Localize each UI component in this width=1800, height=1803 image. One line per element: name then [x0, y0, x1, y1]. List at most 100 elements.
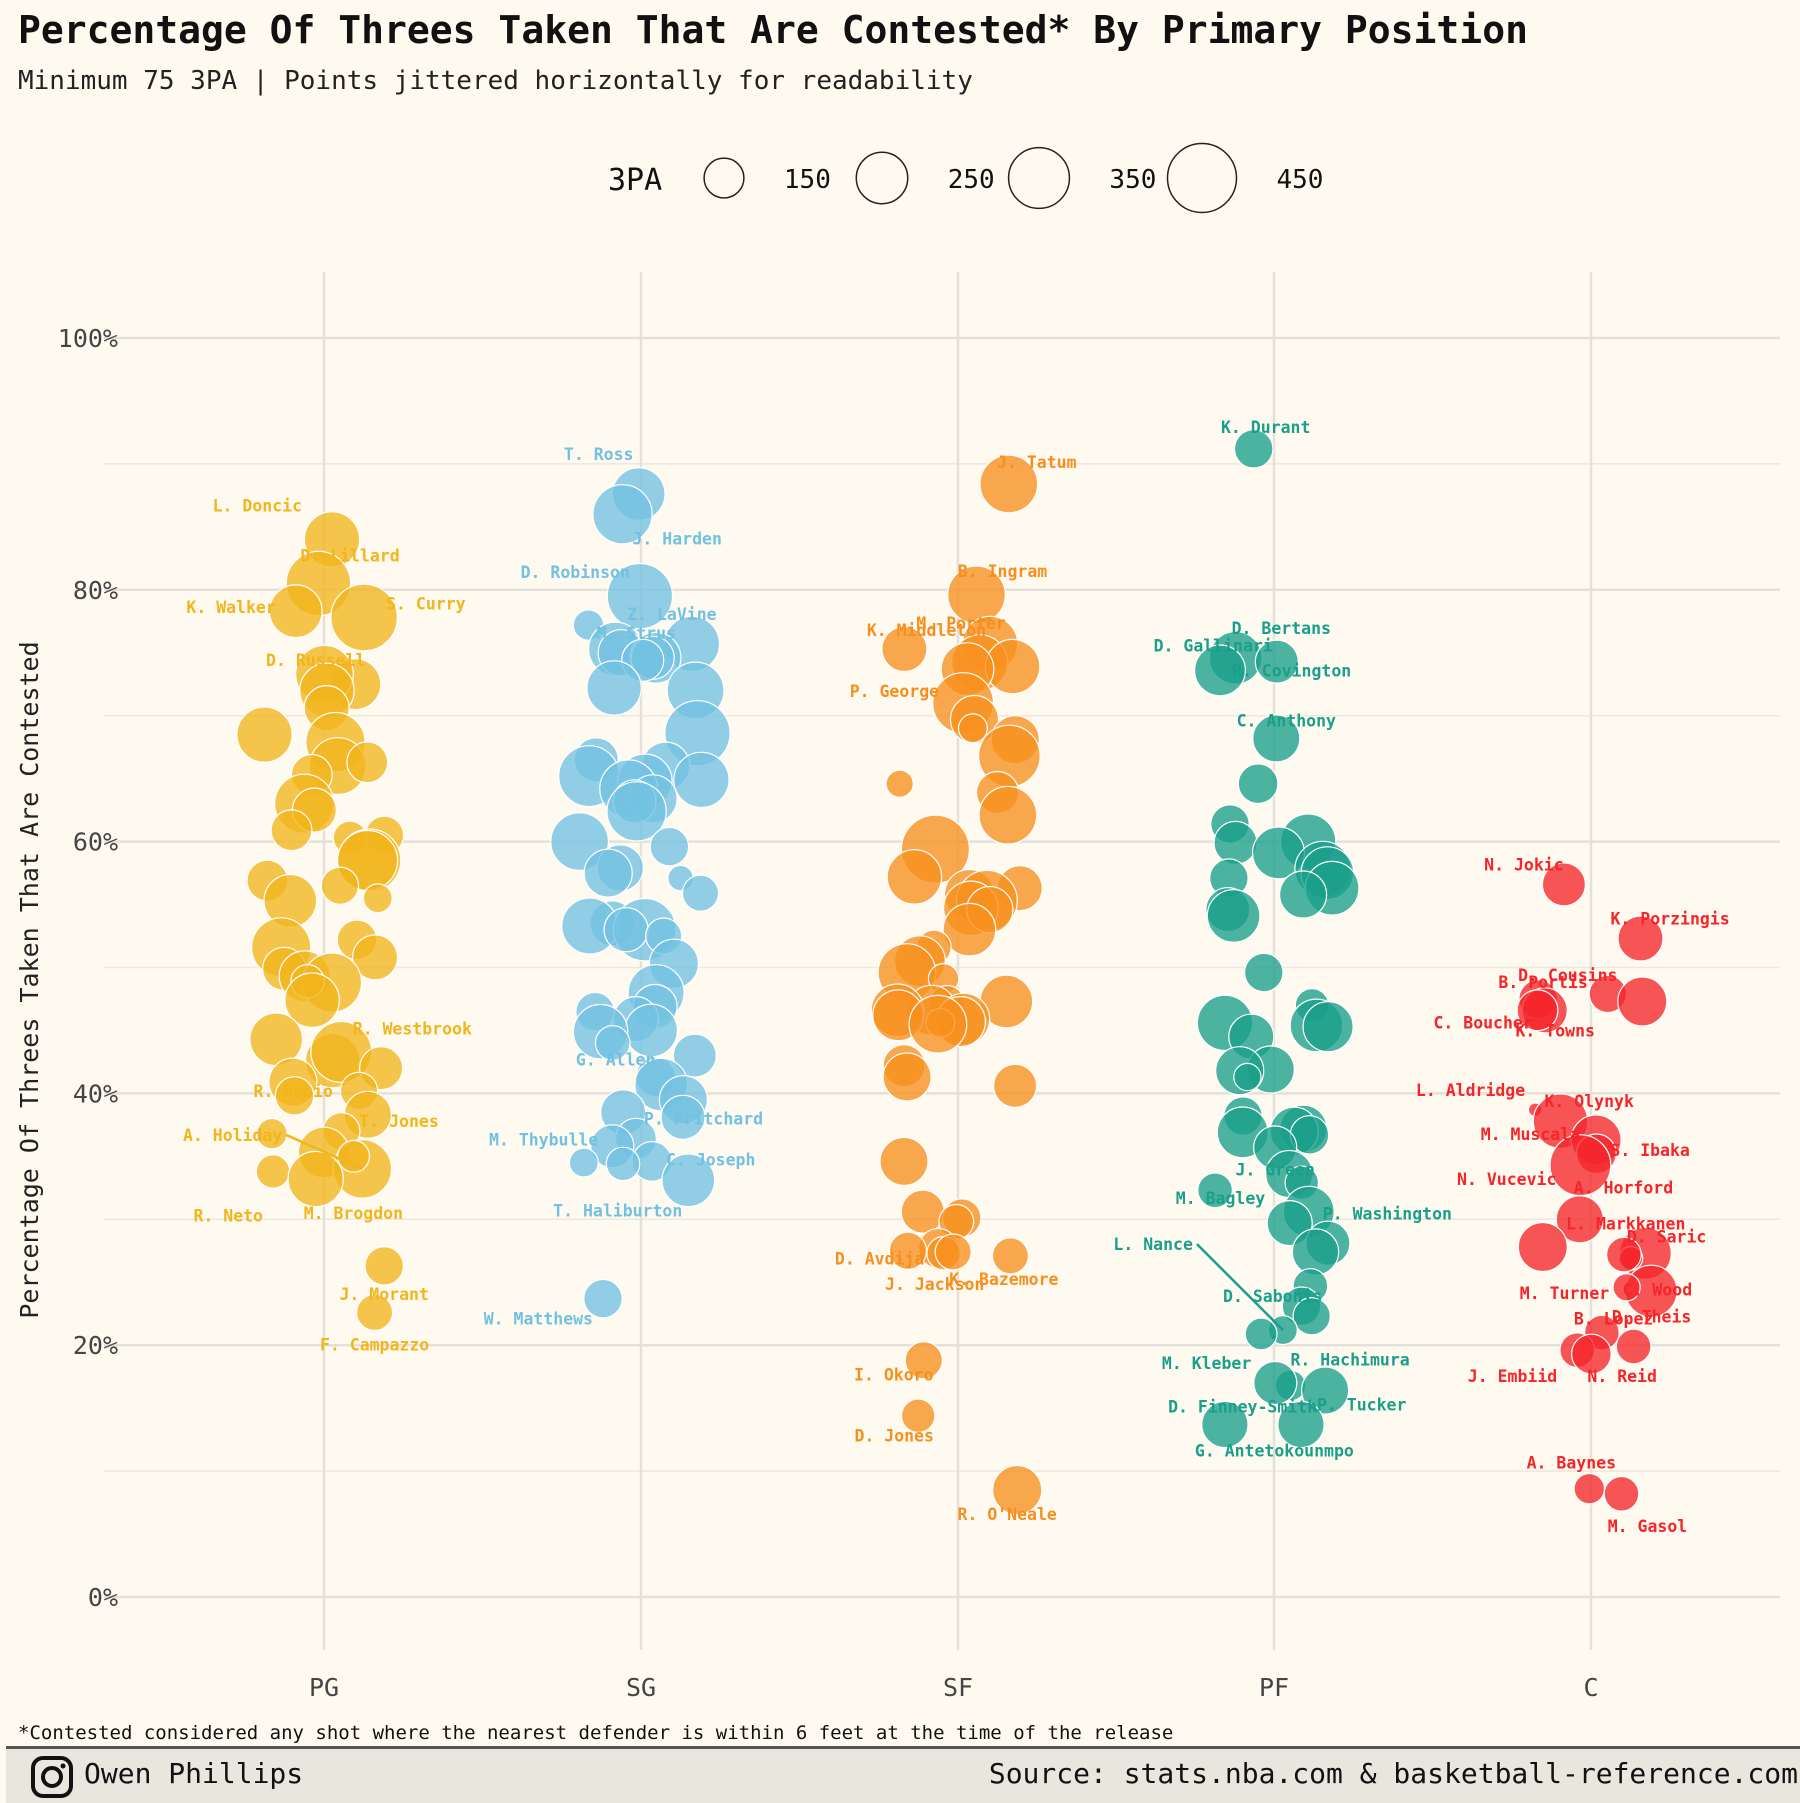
- player-point: [362, 883, 393, 914]
- player-label: A. Holiday: [183, 1126, 282, 1145]
- player-point: [879, 1136, 929, 1187]
- player-point: [270, 809, 313, 852]
- player-label: P. Tucker: [1317, 1396, 1406, 1415]
- player-label: C. Boucher: [1433, 1013, 1532, 1032]
- player-point: [1252, 714, 1301, 763]
- player-point: [942, 902, 997, 957]
- player-point: [346, 741, 389, 784]
- player-point: [881, 625, 928, 673]
- point-labels: L. Doncic D. Lillard K. Walker S. Curry D. R…: [183, 418, 1730, 1536]
- player-label: D. Finney-Smith: [1168, 1398, 1317, 1417]
- player-label: R. Westbrook: [353, 1020, 472, 1039]
- player-point: [356, 1293, 394, 1332]
- size-legend-circle: [1007, 146, 1071, 210]
- player-label: D. Saric: [1627, 1227, 1706, 1246]
- player-label: N. Jokic: [1484, 855, 1563, 874]
- player-point: [979, 454, 1039, 514]
- player-point: [1213, 820, 1258, 866]
- player-point: [594, 1025, 631, 1061]
- y-tick-label: 0%: [88, 1583, 118, 1612]
- player-point: [992, 1063, 1038, 1108]
- player-label: J. Green: [1235, 1161, 1314, 1180]
- player-label: P. George: [850, 682, 939, 701]
- player-label: G. Allen: [576, 1051, 655, 1070]
- player-point: [885, 769, 914, 798]
- player-point: [1573, 1472, 1606, 1505]
- player-label: P. Pritchard: [644, 1110, 763, 1129]
- player-point: [1254, 639, 1299, 684]
- player-point: [900, 1398, 936, 1434]
- player-label: M. Gasol: [1608, 1517, 1687, 1536]
- player-point: [886, 849, 943, 905]
- player-label: R. Hachimura: [1291, 1351, 1410, 1370]
- player-label: R. Neto: [193, 1207, 263, 1226]
- player-point: [1233, 428, 1274, 469]
- player-point: [568, 1147, 599, 1178]
- player-label: F. Campazzo: [320, 1336, 429, 1355]
- player-point: [364, 1246, 405, 1286]
- player-point: [649, 826, 690, 867]
- player-point: [882, 1052, 932, 1102]
- player-label: J. Harden: [633, 529, 722, 548]
- player-label: N. Reid: [1587, 1367, 1657, 1386]
- player-label: W. Matthews: [484, 1310, 593, 1329]
- player-point: [673, 751, 730, 809]
- player-point: [256, 1117, 288, 1150]
- player-label: D. Jones: [854, 1427, 933, 1446]
- player-label: M. Muscala: [1481, 1125, 1580, 1144]
- player-point: [605, 1146, 641, 1182]
- player-label: D. Theis: [1612, 1308, 1691, 1327]
- player-point: [1292, 1296, 1331, 1336]
- label-leader-line: [1196, 1243, 1284, 1331]
- player-point: [592, 484, 653, 545]
- player-point: [672, 1033, 717, 1078]
- player-label: C. Joseph: [666, 1150, 755, 1169]
- player-point: [1603, 1475, 1640, 1512]
- player-label: S. Curry: [386, 595, 466, 614]
- player-point: [1617, 915, 1664, 962]
- player-label: J. Tatum: [997, 453, 1077, 472]
- player-label: D. Russell: [266, 651, 365, 670]
- player-point: [1253, 1360, 1298, 1406]
- player-label: R. Rubio: [254, 1082, 334, 1101]
- player-label: L. Markkanen: [1566, 1214, 1685, 1233]
- y-axis: 0% 20% 40% 60% 80% 100%: [58, 324, 118, 1612]
- player-label: J. Morant: [339, 1285, 428, 1304]
- player-label: L. Doncic: [213, 496, 302, 515]
- player-point: [624, 1003, 678, 1058]
- x-axis: PG SG SF PF C: [309, 1673, 1599, 1702]
- player-point: [900, 1189, 945, 1234]
- player-label: I. Okoro: [854, 1365, 934, 1384]
- player-label: Z. LaVine: [627, 605, 716, 624]
- player-point: [606, 562, 674, 630]
- player-point: [1291, 1228, 1340, 1276]
- player-point: [992, 1464, 1043, 1516]
- player-label: M. Kleber: [1162, 1354, 1251, 1373]
- player-point: [957, 713, 988, 744]
- player-point: [583, 848, 633, 898]
- player-label: G. Antetokounmpo: [1195, 1442, 1354, 1461]
- player-label: M. Brogdon: [304, 1204, 403, 1223]
- y-tick-label: 100%: [58, 324, 118, 353]
- player-label: P. Washington: [1323, 1205, 1452, 1224]
- scatter-chart: 3PA 150 250 350 450 0% 20% 40% 60% 80% 100% PG SG…: [15, 142, 1780, 1702]
- player-label: C. Anthony: [1237, 711, 1336, 730]
- player-label: T. Ross: [564, 445, 634, 464]
- player-label: M. Strus: [597, 624, 676, 643]
- player-label: M. Porter: [916, 614, 1005, 633]
- player-label: K. Bazemore: [949, 1270, 1058, 1289]
- player-label: D. Gallinari: [1154, 637, 1273, 656]
- player-label: L. Nance: [1113, 1235, 1193, 1254]
- player-label: B. Lopez: [1574, 1310, 1653, 1329]
- player-point: [330, 583, 399, 652]
- data-points: [236, 428, 1678, 1516]
- size-legend-circle: [1166, 142, 1238, 214]
- chart-title: Percentage Of Threes Taken That Are Cont…: [18, 8, 1528, 52]
- player-label: M. Thybulle: [489, 1130, 598, 1149]
- player-point: [606, 781, 667, 842]
- player-label: A. Horford: [1574, 1178, 1673, 1197]
- player-point: [978, 785, 1038, 845]
- player-label: M. Bagley: [1176, 1189, 1265, 1208]
- x-tick-label: SG: [626, 1673, 656, 1702]
- player-point: [1206, 889, 1261, 943]
